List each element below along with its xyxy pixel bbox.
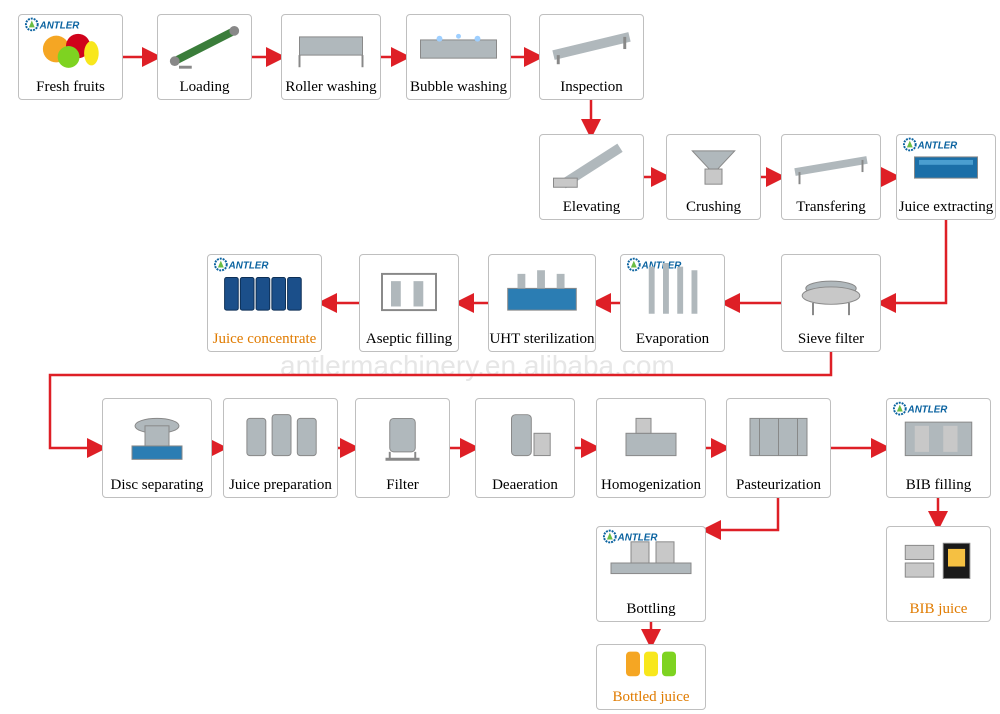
- node-label: Inspection: [560, 79, 622, 96]
- inspect-icon: [544, 15, 639, 77]
- node-bib_juice: BIB juice: [886, 526, 991, 622]
- node-label: Crushing: [686, 199, 741, 216]
- node-label: Disc separating: [111, 477, 204, 494]
- transfer-icon: [786, 135, 876, 197]
- node-label: Homogenization: [601, 477, 701, 494]
- evaporator-icon: ANTLER: [625, 255, 720, 329]
- svg-text:ANTLER: ANTLER: [641, 260, 682, 271]
- elevator-icon: [544, 135, 639, 197]
- node-aseptic_filling: Aseptic filling: [359, 254, 459, 352]
- sieve-icon: [786, 255, 876, 329]
- svg-text:ANTLER: ANTLER: [39, 20, 80, 31]
- node-label: Loading: [180, 79, 230, 96]
- watermark-text: antlermachinery.en.alibaba.com: [280, 350, 675, 382]
- extractor-icon: ANTLER: [901, 135, 991, 197]
- node-uht: UHT sterilization: [488, 254, 596, 352]
- node-bubble_washing: Bubble washing: [406, 14, 511, 100]
- roller-icon: [286, 15, 376, 77]
- node-label: Juice preparation: [229, 477, 332, 494]
- crusher-icon: [671, 135, 756, 197]
- node-label: Elevating: [563, 199, 620, 216]
- deaerator-icon: [480, 399, 570, 475]
- node-crushing: Crushing: [666, 134, 761, 220]
- node-label: Roller washing: [285, 79, 376, 96]
- node-filter: Filter: [355, 398, 450, 498]
- pasteurizer-icon: [731, 399, 826, 475]
- node-label: Evaporation: [636, 331, 709, 348]
- aseptic-icon: [364, 255, 454, 329]
- node-label: Transfering: [796, 199, 865, 216]
- bubble-icon: [411, 15, 506, 77]
- node-juice_prep: Juice preparation: [223, 398, 338, 498]
- svg-text:ANTLER: ANTLER: [917, 140, 958, 151]
- bottling-icon: ANTLER: [601, 527, 701, 599]
- node-roller_washing: Roller washing: [281, 14, 381, 100]
- node-bottling: ANTLER Bottling: [596, 526, 706, 622]
- barrels-icon: ANTLER: [212, 255, 317, 329]
- node-label: Bottled juice: [612, 689, 689, 706]
- node-sieve_filter: Sieve filter: [781, 254, 881, 352]
- node-elevating: Elevating: [539, 134, 644, 220]
- node-label: Deaeration: [492, 477, 558, 494]
- node-inspection: Inspection: [539, 14, 644, 100]
- node-label: Sieve filter: [798, 331, 864, 348]
- svg-text:ANTLER: ANTLER: [228, 260, 270, 271]
- bottles-icon: [601, 645, 701, 687]
- node-bib_filling: ANTLER BIB filling: [886, 398, 991, 498]
- node-fresh_fruits: ANTLER Fresh fruits: [18, 14, 123, 100]
- node-label: Juice concentrate: [213, 331, 317, 348]
- node-label: Juice extracting: [899, 199, 994, 216]
- node-label: BIB filling: [906, 477, 971, 494]
- node-juice_concentrate: ANTLER Juice concentrate: [207, 254, 322, 352]
- node-disc_separating: Disc separating: [102, 398, 212, 498]
- fruits-icon: ANTLER: [23, 15, 118, 77]
- node-label: Fresh fruits: [36, 79, 105, 96]
- node-label: Filter: [386, 477, 419, 494]
- node-homogenization: Homogenization: [596, 398, 706, 498]
- conveyor-icon: [162, 15, 247, 77]
- filter-icon: [360, 399, 445, 475]
- node-label: BIB juice: [910, 601, 968, 618]
- bib_filler-icon: ANTLER: [891, 399, 986, 475]
- node-transfering: Transfering: [781, 134, 881, 220]
- node-label: Bottling: [626, 601, 675, 618]
- node-pasteurization: Pasteurization: [726, 398, 831, 498]
- tanks-icon: [228, 399, 333, 475]
- disc-icon: [107, 399, 207, 475]
- flow-arrows: [0, 0, 1000, 714]
- node-juice_extracting: ANTLER Juice extracting: [896, 134, 996, 220]
- node-label: Aseptic filling: [366, 331, 452, 348]
- bib_juice-icon: [891, 527, 986, 599]
- node-loading: Loading: [157, 14, 252, 100]
- node-evaporation: ANTLER Evaporation: [620, 254, 725, 352]
- node-label: Bubble washing: [410, 79, 507, 96]
- node-deaeration: Deaeration: [475, 398, 575, 498]
- node-bottled_juice: Bottled juice: [596, 644, 706, 710]
- svg-text:ANTLER: ANTLER: [907, 404, 948, 415]
- node-label: UHT sterilization: [489, 331, 594, 348]
- uht-icon: [493, 255, 591, 329]
- node-label: Pasteurization: [736, 477, 821, 494]
- homogenizer-icon: [601, 399, 701, 475]
